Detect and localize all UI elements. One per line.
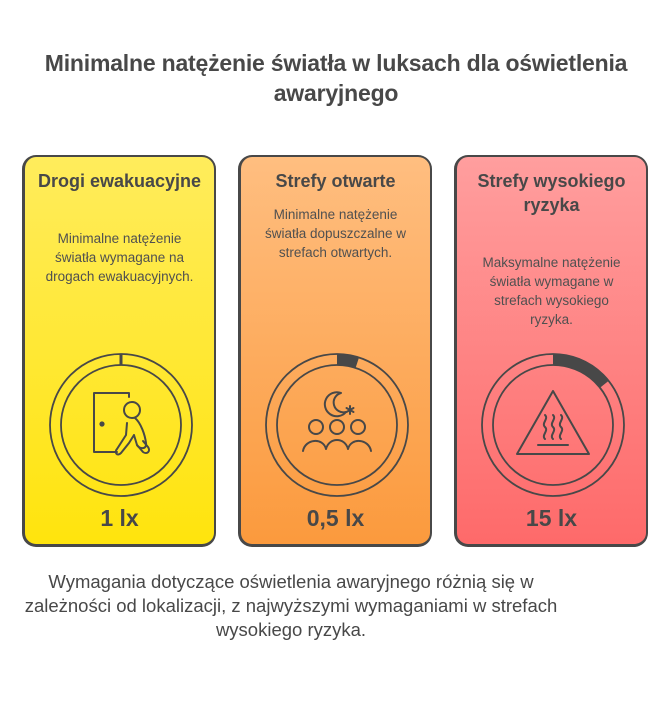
card-title: Strefy otwarte xyxy=(275,171,396,191)
page-title: Minimalne natężenie światła w luksach dl… xyxy=(44,50,628,106)
card-evacuation-routes: Drogi ewakuacyjne Minimalne natężenie św… xyxy=(22,155,216,547)
gauge-progress-arc xyxy=(119,354,123,365)
gauge-progress-arc xyxy=(337,354,359,368)
card-description: Minimalne natężenie światła wymagane na … xyxy=(45,231,194,284)
card-title: Drogi ewakuacyjne xyxy=(37,171,202,191)
lux-value: 0,5 lx xyxy=(306,505,365,531)
gauge-ring xyxy=(49,353,193,497)
card-high-risk-areas: Strefy wysokiego ryzyka Maksymalne natęż… xyxy=(454,155,648,547)
summary-text: Wymagania dotyczące oświetlenia awaryjne… xyxy=(24,571,558,640)
gauge-ring xyxy=(265,353,409,497)
gauge-ring xyxy=(481,353,625,497)
lux-value: 15 lx xyxy=(525,505,578,531)
card-open-areas: Strefy otwarte Minimalne natężenie świat… xyxy=(238,155,432,547)
lux-value: 1 lx xyxy=(100,505,139,531)
gauge-progress-arc xyxy=(553,354,609,388)
card-description: Minimalne natężenie światła dopuszczalne… xyxy=(264,207,407,260)
card-title: Strefy wysokiego ryzyka xyxy=(477,171,626,215)
hot-surface-warning-icon xyxy=(516,390,590,455)
card-description: Maksymalne natężenie światła wymagane w … xyxy=(482,255,621,327)
emergency-exit-person-icon xyxy=(93,392,151,456)
night-crowd-icon xyxy=(302,391,372,452)
